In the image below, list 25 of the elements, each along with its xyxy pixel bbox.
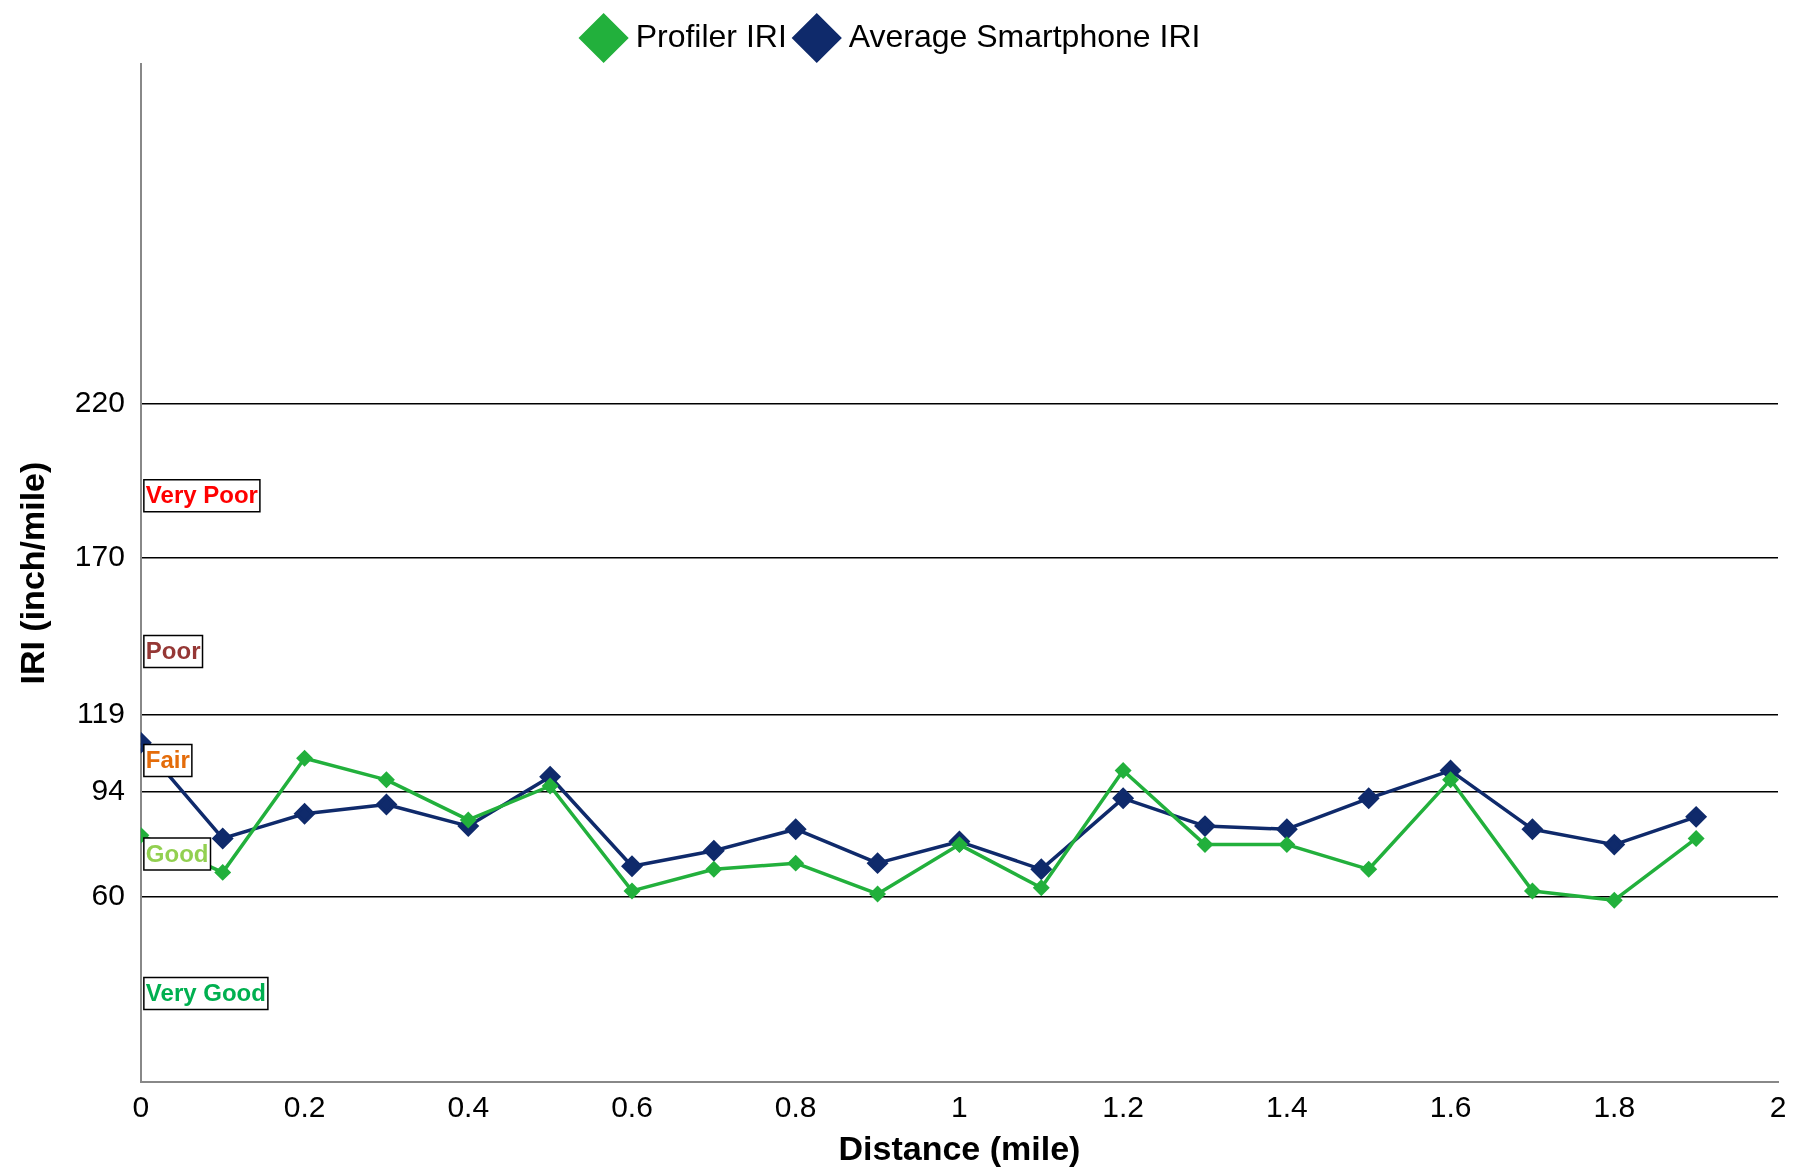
- legend-label: Average Smartphone IRI: [848, 17, 1201, 54]
- y-axis-title: IRI (inch/mile): [12, 461, 51, 685]
- annotation: Fair: [145, 746, 190, 774]
- x-tick-label: 0: [132, 1090, 150, 1124]
- x-tick-label: 1: [951, 1090, 968, 1124]
- annotation: Very Poor: [145, 481, 258, 509]
- legend-label: Profiler IRI: [635, 17, 787, 54]
- x-tick-label: 0.8: [774, 1090, 817, 1124]
- x-tick-label: 1.4: [1266, 1090, 1308, 1124]
- x-tick-label: 0.4: [447, 1090, 490, 1124]
- y-tick-label: 94: [91, 773, 125, 807]
- y-tick-label: 60: [91, 878, 125, 912]
- x-tick-label: 0.2: [283, 1090, 326, 1124]
- x-tick-label: 1.6: [1429, 1090, 1472, 1124]
- x-tick-label: 1.2: [1102, 1090, 1144, 1124]
- y-tick-label: 170: [74, 538, 125, 572]
- x-tick-label: 2: [1769, 1090, 1787, 1124]
- annotation: Good: [145, 839, 209, 867]
- x-axis-title: Distance (mile): [838, 1128, 1081, 1167]
- y-tick-label: 220: [74, 384, 125, 418]
- x-tick-label: 1.8: [1593, 1090, 1636, 1124]
- y-tick-label: 119: [77, 696, 125, 730]
- annotation: Poor: [145, 637, 201, 665]
- x-tick-label: 0.6: [611, 1090, 653, 1124]
- annotation: Very Good: [145, 979, 266, 1007]
